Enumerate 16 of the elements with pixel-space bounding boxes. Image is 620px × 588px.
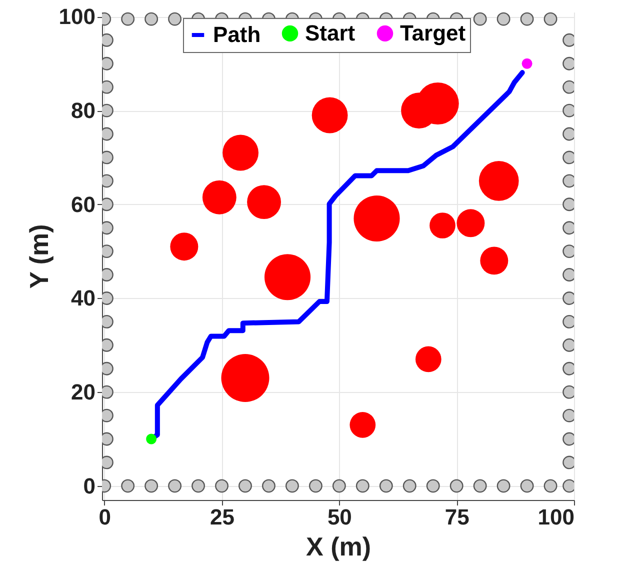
legend-label: Start — [305, 20, 356, 46]
y-tick-label: 40 — [71, 286, 96, 311]
x-tick-label: 50 — [327, 504, 352, 530]
y-axis-title: Y (m) — [24, 224, 54, 289]
y-tick-label: 100 — [58, 4, 96, 30]
x-axis-title: X (m) — [306, 532, 371, 562]
x-tick-label: 75 — [444, 504, 470, 530]
y-tick-label: 60 — [71, 192, 96, 217]
legend-label: Path — [213, 22, 261, 47]
legend-label: Target — [400, 20, 466, 46]
y-tick-label: 80 — [71, 98, 96, 124]
x-tick-label: 25 — [210, 504, 235, 530]
x-tick-label: 0 — [98, 504, 111, 530]
x-tick-label: 100 — [538, 504, 574, 530]
y-tick-label: 0 — [83, 473, 96, 498]
y-tick-label: 20 — [71, 380, 96, 405]
